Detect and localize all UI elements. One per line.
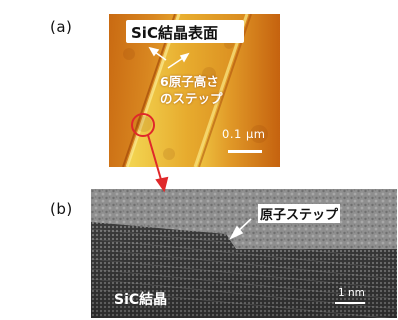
tem-cross-section-image xyxy=(91,189,397,318)
step-annotation: 6原子高さ のステップ xyxy=(160,73,223,107)
afm-scale-bar xyxy=(228,150,262,153)
crystal-label: SiC結晶 xyxy=(114,292,168,308)
tem-scale-bar xyxy=(335,302,365,304)
afm-scale-label: 0.1 μm xyxy=(222,127,266,141)
step-annotation-line1: 6原子高さ xyxy=(160,74,219,89)
step-arrow xyxy=(229,218,252,240)
panel-label-a: (a) xyxy=(50,18,73,36)
tem-scale-label: 1 nm xyxy=(338,287,365,299)
panel-label-b: (b) xyxy=(50,200,73,218)
step-annotation-line2: のステップ xyxy=(160,91,223,106)
afm-title-background xyxy=(126,20,244,43)
afm-title: SiC結晶表面 xyxy=(131,24,218,42)
atomic-step-label: 原子ステップ xyxy=(258,204,341,223)
